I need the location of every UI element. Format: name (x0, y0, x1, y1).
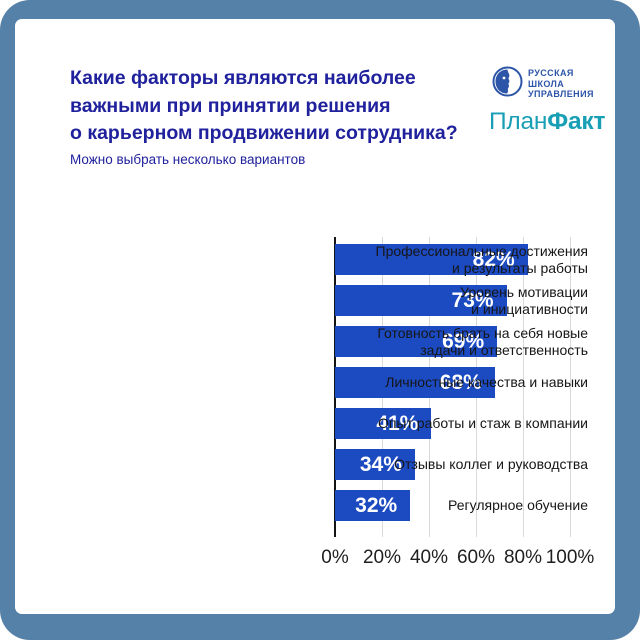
bar: 69% (335, 326, 498, 357)
bar: 34% (335, 449, 415, 480)
rsu-text-line-3: УПРАВЛЕНИЯ (528, 89, 594, 100)
category-label: Готовность брать на себя новые задачи и о… (377, 324, 588, 358)
bar-value-label: 69% (442, 329, 485, 353)
title-line-3: о карьерном продвижении сотрудника? (70, 122, 458, 144)
bar: 41% (335, 408, 432, 439)
bar-value-label: 41% (376, 411, 419, 435)
bar: 73% (335, 285, 507, 316)
planfact-logo-regular: План (489, 108, 548, 135)
bar-row: 32% (335, 490, 570, 521)
bar: 82% (335, 244, 528, 275)
category-label: Профессиональные достижения и результаты … (375, 242, 588, 276)
rsu-globe-face-icon (492, 66, 523, 102)
planfact-logo-bold: Факт (547, 108, 606, 135)
bar-chart: 0% 20% 40% 60% 80% 100% 82% 73% 69% 68% 41% 34% 32% … (63, 237, 594, 572)
bar-value-label: 34% (359, 452, 402, 476)
gridline (523, 237, 524, 537)
x-axis-tick-label: 80% (503, 547, 543, 568)
bar-value-label: 82% (472, 247, 515, 271)
category-label: Отзывы коллег и руководства (394, 456, 588, 472)
x-axis-tick-label: 100% (545, 547, 595, 568)
page-subtitle: Можно выбрать несколько вариантов (70, 152, 306, 167)
rsu-logo: РУССКАЯ ШКОЛА УПРАВЛЕНИЯ (492, 66, 594, 102)
rsu-logo-text: РУССКАЯ ШКОЛА УПРАВЛЕНИЯ (528, 68, 594, 100)
bar-row: 68% (335, 367, 570, 398)
planfact-logo: ПланФакт (489, 108, 605, 136)
x-axis-tick-label: 0% (321, 547, 349, 568)
category-label: Регулярное обучение (448, 497, 588, 513)
bar: 32% (335, 490, 411, 521)
infographic-card: Какие факторы являются наиболее важными … (15, 19, 615, 614)
category-label: Личностные качества и навыки (385, 374, 588, 390)
bar-chart-plot-area: 0% 20% 40% 60% 80% 100% 82% 73% 69% 68% 41% 34% 32% (321, 237, 594, 568)
page-title: Какие факторы являются наиболее важными … (70, 65, 570, 148)
gridline (570, 237, 571, 537)
title-line-1: Какие факторы являются наиболее (70, 67, 416, 89)
bar-value-label: 68% (439, 370, 482, 394)
rsu-text-line-2: ШКОЛА (528, 78, 565, 89)
bar-row: 34% (335, 449, 570, 480)
category-label: Уровень мотивации и инициативности (460, 283, 588, 317)
category-label: Опыт работы и стаж в компании (377, 415, 588, 431)
bar-row: 41% (335, 408, 570, 439)
bar-row: 73% (335, 285, 570, 316)
bar-row: 82% (335, 244, 570, 275)
x-axis-tick-label: 40% (409, 547, 449, 568)
bar-value-label: 73% (451, 288, 494, 312)
x-axis-tick-label: 20% (362, 547, 402, 568)
bar-row: 69% (335, 326, 570, 357)
rsu-text-line-1: РУССКАЯ (528, 68, 574, 79)
title-line-2: важными при принятии решения (70, 94, 391, 117)
x-axis-tick-label: 60% (456, 547, 496, 568)
bar: 68% (335, 367, 495, 398)
bar-value-label: 32% (355, 493, 398, 517)
